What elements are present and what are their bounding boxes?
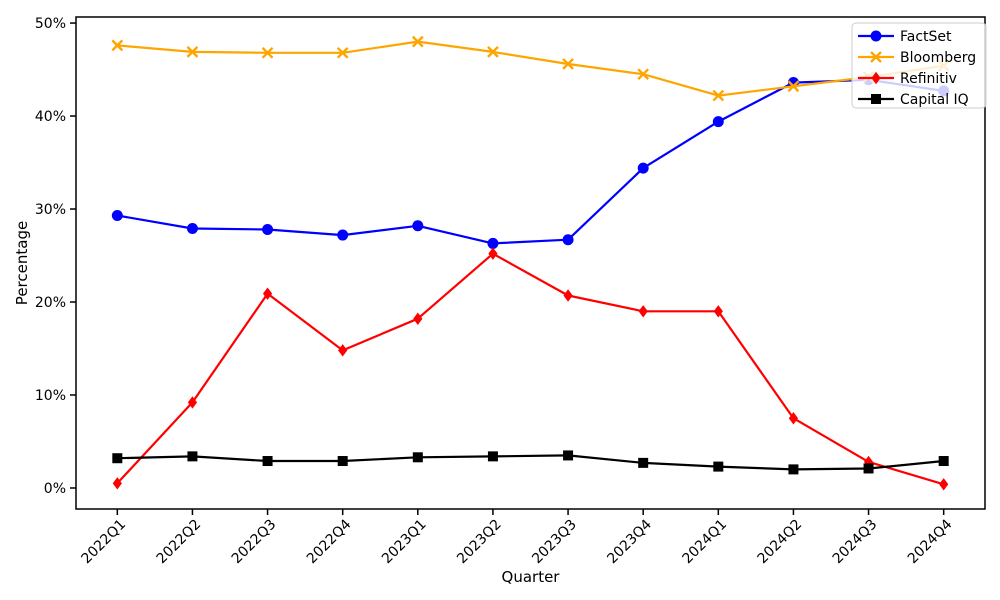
x-axis-tick-label-3: 2022Q4 — [304, 516, 355, 567]
legend-marker-bloomberg-icon — [870, 51, 882, 63]
legend-item-factset: FactSet — [858, 29, 952, 45]
y-axis-tick-label-4: 40% — [35, 109, 66, 125]
marker-bloomberg-0 — [111, 39, 124, 52]
marker-capital-iq-8 — [713, 461, 724, 472]
legend: FactSet Bloomberg Refinitiv Capital IQ — [851, 22, 987, 109]
marker-bloomberg-6 — [562, 58, 574, 70]
x-axis-label: Quarter — [502, 568, 561, 586]
marker-capital-iq-4 — [412, 452, 423, 463]
marker-factset-0 — [111, 210, 123, 222]
marker-bloomberg-5 — [487, 46, 499, 58]
marker-capital-iq-11 — [938, 456, 949, 467]
marker-factset-8 — [712, 116, 724, 128]
marker-capital-iq-0 — [112, 453, 123, 464]
marker-factset-4 — [412, 220, 424, 232]
marker-bloomberg-3 — [336, 46, 349, 59]
x-axis-tick-label-6: 2023Q3 — [529, 517, 580, 568]
legend-marker-refinitiv-icon — [871, 71, 881, 85]
legend-label-bloomberg: Bloomberg — [900, 50, 976, 66]
series-refinitiv — [112, 247, 949, 491]
plot-border — [75, 16, 986, 510]
series-factset — [111, 74, 950, 249]
legend-label-factset: FactSet — [900, 29, 952, 45]
x-axis-tick-label-8: 2024Q1 — [680, 517, 731, 568]
marker-capital-iq-1 — [187, 451, 198, 462]
series-line-factset — [116, 78, 945, 245]
marker-refinitiv-8 — [713, 305, 723, 318]
marker-capital-iq-5 — [487, 451, 498, 462]
marker-refinitiv-4 — [413, 312, 423, 325]
y-axis-tick-label-5: 50% — [35, 16, 66, 32]
series-line-refinitiv — [116, 252, 945, 486]
marker-factset-3 — [337, 229, 349, 241]
marker-refinitiv-6 — [563, 289, 573, 302]
legend-marker-capital-iq-icon — [871, 94, 881, 104]
series-capital-iq — [112, 450, 949, 475]
y-axis-tick-label-0: 0% — [44, 481, 66, 497]
marker-refinitiv-7 — [638, 305, 648, 318]
marker-bloomberg-1 — [186, 46, 199, 58]
marker-factset-2 — [262, 223, 274, 235]
x-axis-tick-label-4: 2023Q1 — [379, 517, 430, 568]
y-axis-tick-label-2: 20% — [35, 295, 66, 311]
marker-bloomberg-8 — [712, 89, 725, 102]
marker-factset-1 — [186, 223, 198, 235]
marker-capital-iq-2 — [262, 456, 273, 467]
series-line-bloomberg — [116, 40, 945, 97]
marker-refinitiv-9 — [788, 412, 799, 425]
y-axis-tick-label-3: 30% — [35, 202, 66, 218]
marker-refinitiv-2 — [262, 287, 273, 300]
legend-label-capital-iq: Capital IQ — [900, 92, 969, 108]
series-line-capital-iq — [116, 454, 945, 471]
marker-factset-7 — [637, 162, 649, 174]
x-axis-tick-label-2: 2022Q3 — [229, 517, 280, 568]
marker-bloomberg-7 — [637, 68, 650, 81]
marker-capital-iq-7 — [638, 457, 649, 468]
marker-factset-5 — [487, 237, 499, 249]
x-axis-tick-label-5: 2023Q2 — [454, 517, 505, 568]
marker-capital-iq-9 — [788, 464, 799, 475]
x-axis-tick-label-0: 2022Q1 — [79, 517, 130, 568]
x-axis-tick-label-11: 2024Q4 — [905, 516, 956, 567]
legend-label-refinitiv: Refinitiv — [900, 71, 957, 87]
marker-refinitiv-11 — [939, 478, 949, 491]
marker-bloomberg-2 — [261, 46, 274, 59]
marker-capital-iq-6 — [563, 450, 574, 461]
marker-refinitiv-0 — [112, 477, 122, 490]
x-axis-tick-label-10: 2024Q3 — [830, 517, 881, 568]
legend-item-capital-iq: Capital IQ — [858, 92, 969, 108]
legend-marker-factset-icon — [870, 30, 882, 42]
y-axis-label: Percentage — [13, 221, 31, 305]
marker-bloomberg-4 — [411, 35, 424, 48]
series-bloomberg — [111, 35, 950, 102]
marker-bloomberg-9 — [787, 80, 800, 93]
marker-capital-iq-3 — [337, 456, 348, 467]
marker-factset-6 — [562, 234, 574, 246]
x-axis-tick-label-1: 2022Q2 — [154, 517, 205, 568]
x-axis-tick-label-7: 2023Q4 — [604, 516, 655, 567]
legend-item-bloomberg: Bloomberg — [858, 50, 976, 66]
marker-refinitiv-1 — [187, 396, 198, 409]
legend-box — [851, 22, 987, 109]
marker-refinitiv-3 — [338, 344, 348, 357]
y-axis-tick-label-1: 10% — [35, 388, 66, 404]
marker-refinitiv-5 — [488, 247, 498, 260]
legend-item-refinitiv: Refinitiv — [858, 71, 957, 87]
marker-capital-iq-10 — [863, 463, 874, 474]
x-axis-tick-label-9: 2024Q2 — [755, 517, 806, 568]
